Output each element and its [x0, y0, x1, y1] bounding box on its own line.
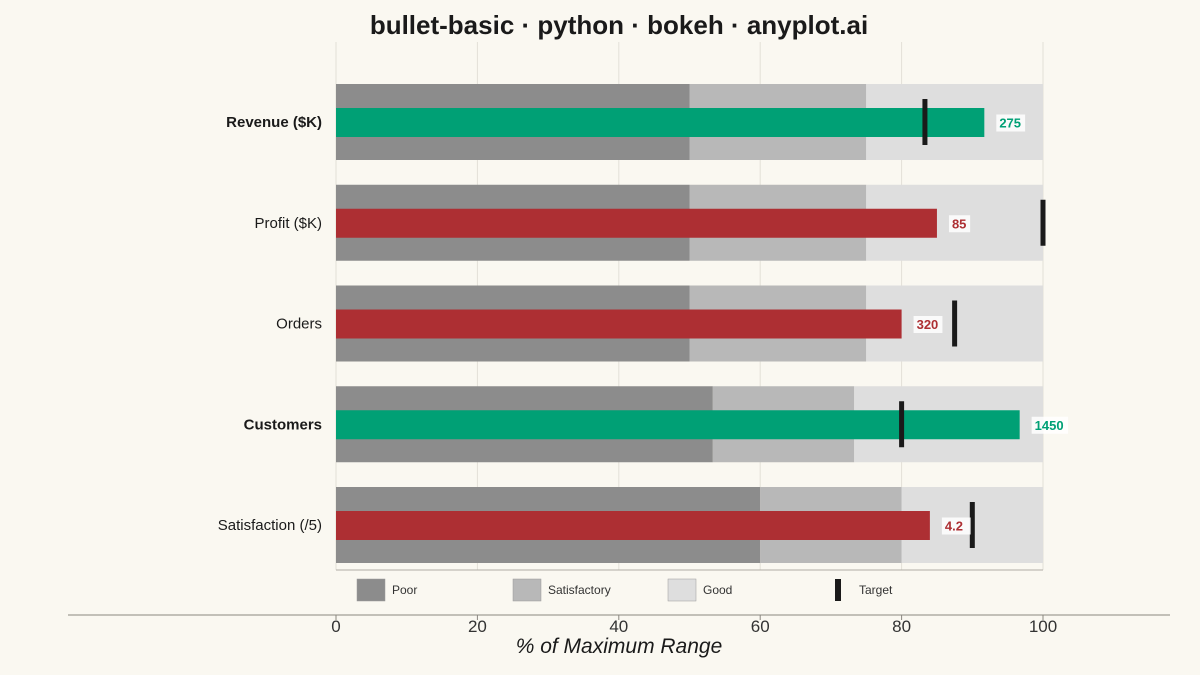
value-bar	[336, 410, 1020, 440]
category-label: Revenue ($K)	[226, 114, 322, 131]
chart-title: bullet-basic · python · bokeh · anyplot.…	[370, 10, 868, 40]
value-bar	[336, 108, 985, 137]
legend-swatch-satisfactory	[512, 578, 542, 602]
x-axis-title: % of Maximum Range	[516, 635, 723, 658]
legend-label: Poor	[392, 583, 417, 597]
target-marker	[922, 99, 928, 145]
legend-label: Satisfactory	[548, 583, 611, 597]
legend-target-marker	[835, 579, 841, 601]
category-label: Customers	[244, 416, 322, 433]
x-tick-label: 40	[609, 617, 628, 636]
bullet-rows: 275 Revenue ($K) 85 Profit ($K) 320 Orders 145…	[218, 84, 1069, 563]
value-label: 4.2	[945, 519, 963, 534]
value-label-background	[948, 215, 971, 233]
target-marker	[1040, 199, 1046, 246]
value-bar	[336, 511, 930, 540]
value-label-background	[1031, 416, 1069, 434]
legend-label: Target	[859, 583, 893, 597]
x-axis: 0 20 40 60 80 100	[68, 614, 1170, 636]
value-bar	[336, 309, 902, 339]
bullet-row: 275 Revenue ($K)	[226, 84, 1043, 160]
legend-swatch-good	[667, 578, 697, 602]
value-label-background	[941, 517, 971, 535]
target-marker	[969, 502, 975, 548]
value-label-background	[996, 114, 1026, 132]
category-label: Orders	[276, 316, 322, 333]
x-tick-label: 60	[751, 617, 770, 636]
category-label: Profit ($K)	[254, 215, 322, 232]
x-tick-label: 80	[892, 617, 911, 636]
value-bar	[336, 208, 937, 238]
value-label: 85	[952, 216, 966, 231]
bullet-row: 1450 Customers	[244, 386, 1069, 463]
value-label: 275	[999, 116, 1021, 131]
bullet-row: 4.2 Satisfaction (/5)	[218, 487, 1043, 563]
category-label: Satisfaction (/5)	[218, 517, 322, 534]
legend-swatch-poor	[356, 578, 386, 602]
x-tick-label: 100	[1029, 617, 1057, 636]
value-label: 320	[917, 317, 939, 332]
bullet-row: 320 Orders	[276, 285, 1043, 362]
target-marker	[952, 300, 958, 347]
legend: Poor Satisfactory Good Target	[336, 569, 1043, 612]
x-tick-label: 0	[331, 617, 340, 636]
x-tick-label: 20	[468, 617, 487, 636]
target-marker	[899, 401, 905, 448]
value-label: 1450	[1035, 418, 1064, 433]
value-label-background	[913, 316, 943, 333]
bullet-row: 85 Profit ($K)	[254, 184, 1046, 261]
legend-label: Good	[703, 583, 732, 597]
